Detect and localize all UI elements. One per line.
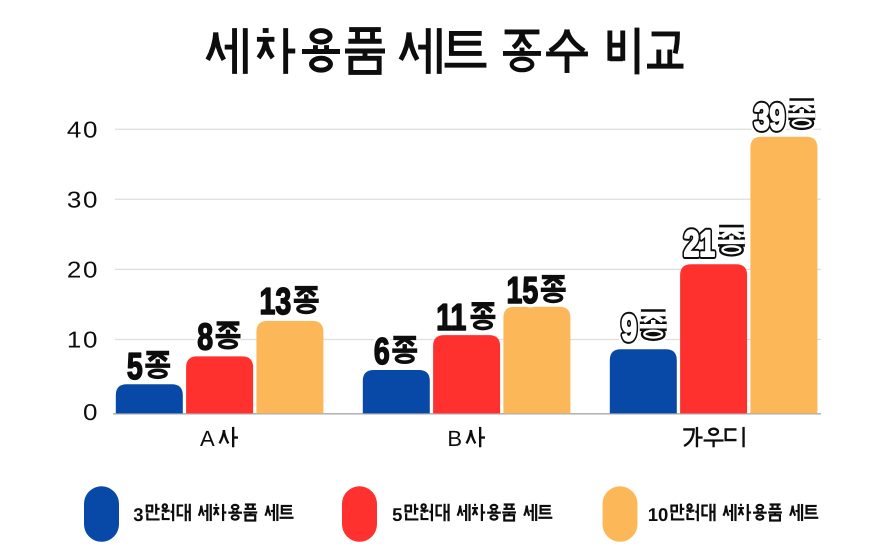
svg-text:6: 6: [374, 330, 390, 372]
svg-text:B: B: [447, 426, 462, 451]
svg-text:21: 21: [684, 223, 715, 264]
svg-text:20: 20: [67, 257, 99, 283]
svg-text:8: 8: [197, 315, 213, 357]
svg-text:5: 5: [392, 504, 402, 525]
svg-text:6: 6: [374, 330, 390, 372]
svg-text:A: A: [200, 426, 215, 451]
svg-text:13: 13: [260, 280, 292, 322]
svg-text:21: 21: [684, 223, 715, 264]
svg-text:5: 5: [127, 345, 143, 387]
svg-text:13: 13: [260, 280, 292, 322]
svg-text:15: 15: [507, 269, 539, 311]
svg-text:40: 40: [67, 116, 99, 142]
svg-text:11: 11: [436, 296, 466, 338]
svg-text:10: 10: [648, 504, 669, 525]
svg-text:9: 9: [621, 308, 637, 349]
svg-text:3: 3: [133, 504, 143, 525]
svg-text:9: 9: [621, 308, 637, 349]
svg-text:0: 0: [83, 399, 99, 425]
svg-text:21: 21: [684, 223, 715, 264]
svg-text:30: 30: [67, 187, 99, 213]
svg-text:39: 39: [754, 97, 785, 138]
svg-text:10: 10: [67, 327, 99, 353]
svg-text:11: 11: [436, 296, 466, 338]
svg-text:8: 8: [197, 315, 213, 357]
svg-text:39: 39: [754, 97, 785, 138]
svg-text:39: 39: [754, 97, 785, 138]
svg-text:5: 5: [127, 345, 143, 387]
svg-text:15: 15: [507, 269, 539, 311]
